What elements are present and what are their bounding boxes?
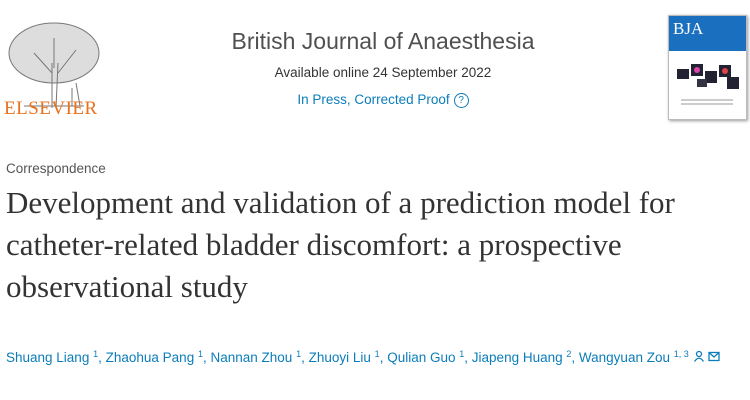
author-link[interactable]: Shuang Liang [6, 350, 90, 365]
email-icon[interactable] [708, 350, 720, 362]
author-link[interactable]: Zhuoyi Liu [308, 350, 371, 365]
affiliation[interactable]: 1 [197, 349, 203, 359]
article-section: Correspondence [6, 161, 106, 176]
elsevier-tree-logo[interactable] [4, 8, 104, 118]
affiliation[interactable]: 1 [296, 349, 302, 359]
affiliation[interactable]: 2 [566, 349, 572, 359]
affiliation[interactable]: 1 [374, 349, 380, 359]
author-list: Shuang Liang 1, Zhaohua Pang 1, Nannan Z… [6, 343, 746, 369]
journal-title[interactable]: British Journal of Anaesthesia [231, 28, 535, 54]
cover-image [677, 64, 739, 105]
status-link[interactable]: In Press, Corrected Proof [297, 92, 450, 107]
author-link[interactable]: Nannan Zhou [210, 350, 293, 365]
author-link[interactable]: Zhaohua Pang [105, 350, 195, 365]
affiliation[interactable]: 1 [93, 349, 99, 359]
article-status: In Press, Corrected Proof? [150, 92, 616, 108]
author-link[interactable]: Wangyuan Zou [578, 350, 670, 365]
author-link[interactable]: Jiapeng Huang [471, 350, 563, 365]
article-title: Development and validation of a predicti… [6, 185, 675, 304]
available-online-date: Available online 24 September 2022 [274, 65, 492, 80]
affiliation[interactable]: 1, 3 [673, 349, 689, 359]
cover-title: BJA [669, 16, 746, 51]
journal-cover[interactable]: BJA [668, 15, 747, 120]
affiliation[interactable]: 1 [459, 349, 465, 359]
author-link[interactable]: Qulian Guo [387, 350, 456, 365]
help-icon[interactable]: ? [453, 92, 469, 108]
person-icon[interactable] [693, 350, 705, 362]
elsevier-wordmark: ELSEVIER [4, 98, 98, 119]
